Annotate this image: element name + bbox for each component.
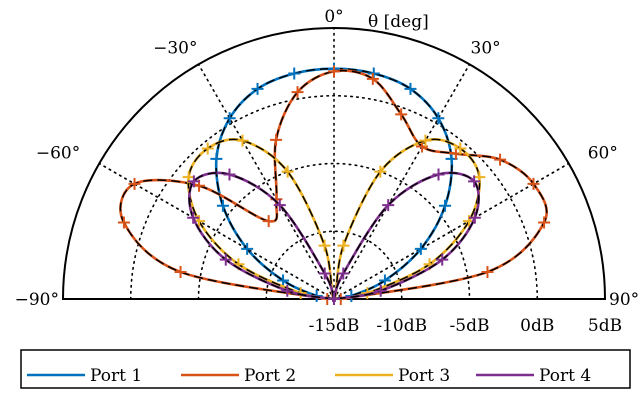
- series-marker: [395, 108, 408, 121]
- series-marker: [236, 134, 249, 147]
- series-marker: [174, 265, 187, 278]
- theta-tick-label: 0°: [324, 7, 343, 27]
- series-marker: [328, 293, 340, 305]
- legend-box: [20, 349, 631, 389]
- series-marker: [432, 112, 445, 125]
- polar-outer-boundary: [61, 27, 607, 300]
- series-marker: [328, 65, 340, 78]
- polar-frame: [61, 27, 607, 300]
- series-marker: [527, 177, 540, 190]
- series-marker: [219, 253, 232, 266]
- theta-tick-label: −30°: [153, 38, 197, 58]
- series-marker: [223, 168, 236, 181]
- series-marker: [414, 242, 427, 255]
- series-2: [117, 65, 551, 305]
- legend-label: Port 3: [398, 366, 450, 386]
- radial-tick-label: -5dB: [450, 316, 490, 336]
- series-marker: [468, 211, 481, 224]
- series-marker: [117, 216, 130, 229]
- series-marker: [187, 211, 200, 224]
- series-marker: [419, 134, 432, 147]
- series-marker: [281, 284, 294, 297]
- radial-tick-label: -10dB: [376, 316, 427, 336]
- theta-tick-label: −60°: [36, 144, 80, 164]
- series-marker: [270, 133, 283, 146]
- series-marker: [378, 274, 391, 287]
- series-marker: [337, 239, 350, 252]
- series-marker: [318, 239, 331, 252]
- series-marker: [251, 82, 264, 95]
- legend-label: Port 1: [90, 366, 142, 386]
- radial-tick-label: -15dB: [309, 316, 360, 336]
- theta-axis-title: θ [deg]: [368, 12, 429, 32]
- series-marker: [216, 199, 229, 212]
- series-marker: [273, 199, 286, 212]
- series-marker: [439, 199, 452, 212]
- theta-tick-label: 60°: [588, 144, 618, 164]
- series-marker: [210, 152, 223, 165]
- series-marker: [337, 267, 350, 280]
- series-marker: [404, 82, 417, 95]
- series-marker: [187, 175, 200, 188]
- theta-tick-label: 30°: [471, 38, 501, 58]
- series-marker: [468, 175, 481, 188]
- series-marker: [201, 142, 214, 155]
- series-4: [187, 168, 481, 305]
- series-marker: [432, 168, 445, 181]
- series-marker: [366, 72, 379, 85]
- series-marker: [318, 267, 331, 280]
- series-marker: [128, 177, 141, 190]
- series-marker: [374, 284, 387, 297]
- series-marker: [241, 242, 254, 255]
- series-marker: [262, 215, 275, 228]
- series-curves: [117, 62, 551, 305]
- series-marker: [494, 153, 507, 166]
- series-marker: [481, 265, 494, 278]
- series-marker: [454, 142, 467, 155]
- series-marker: [374, 165, 387, 178]
- theta-tick-label: −90°: [15, 290, 59, 310]
- series-marker: [538, 216, 551, 229]
- legend-label: Port 2: [244, 366, 296, 386]
- series-marker: [436, 253, 449, 266]
- axis-labels: −90° −60° −30° 0° 30° 60° 90° θ [deg] -15dB -10dB…: [15, 7, 640, 336]
- radial-tick-label: 0dB: [520, 316, 554, 336]
- legend: Port 1 Port 2 Port 3 Port 4: [20, 349, 631, 389]
- series-marker: [288, 67, 301, 80]
- grid-spoke-m30: [197, 63, 335, 300]
- series-marker: [281, 165, 294, 178]
- series-marker: [291, 86, 304, 99]
- legend-label: Port 4: [539, 366, 591, 386]
- radial-tick-label: 5dB: [588, 316, 622, 336]
- series-marker: [382, 199, 395, 212]
- series-marker: [277, 274, 290, 287]
- polar-grid: [98, 27, 570, 300]
- grid-circle-1: [265, 230, 403, 300]
- theta-tick-label: 90°: [609, 290, 639, 310]
- grid-circle-2: [197, 162, 471, 300]
- series-reference-line: [119, 69, 548, 300]
- series-marker: [223, 112, 236, 125]
